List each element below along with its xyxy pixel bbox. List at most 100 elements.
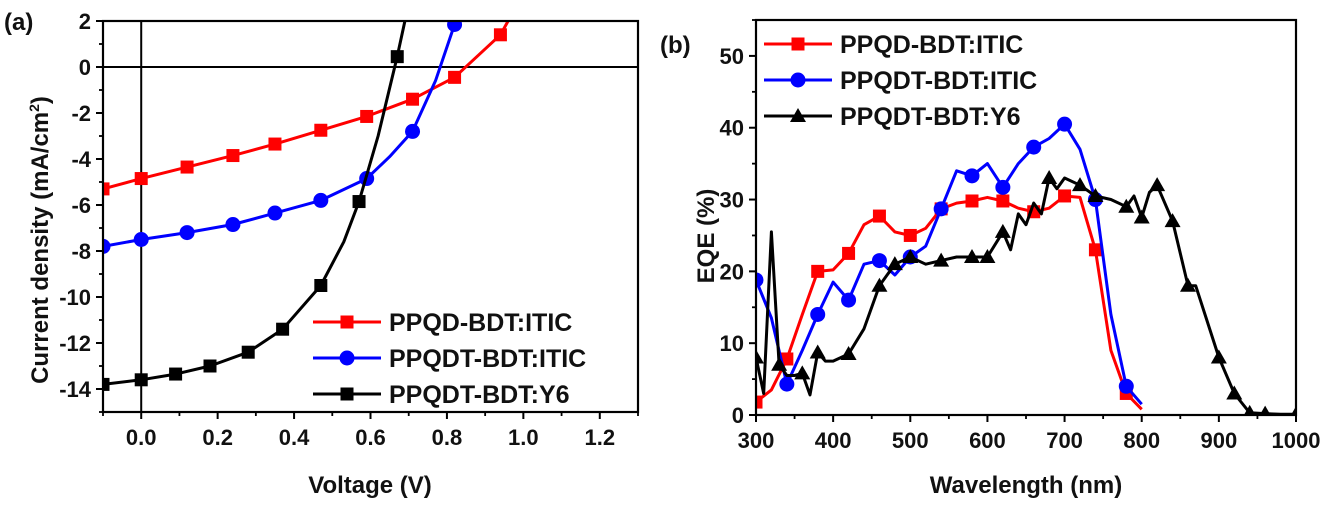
- y-tick-label: -14: [59, 377, 92, 402]
- legend-entry: PPQDT-BDT:ITIC: [764, 67, 1037, 95]
- data-point: [448, 70, 462, 84]
- x-tick-label: 0.8: [432, 425, 463, 450]
- panel-a-xlabel: Voltage (V): [308, 472, 432, 499]
- data-point: [1041, 170, 1058, 184]
- data-point: [406, 92, 420, 106]
- data-point: [1226, 385, 1243, 400]
- x-tick-label: 700: [1046, 428, 1083, 453]
- data-point: [276, 322, 290, 336]
- data-point: [1133, 209, 1150, 224]
- y-tick-label: 2: [79, 9, 91, 34]
- data-point: [225, 217, 241, 233]
- y-tick-label: -4: [71, 147, 91, 172]
- data-point: [314, 279, 328, 292]
- data-point: [1118, 198, 1135, 213]
- y-tick-label: -10: [59, 285, 91, 310]
- series-line: [756, 176, 1296, 415]
- data-point: [1087, 187, 1104, 202]
- panel-a: (a) Current density (mA/cm2) Voltage (V)…: [4, 9, 640, 499]
- data-point: [1026, 139, 1042, 155]
- data-point: [314, 123, 328, 137]
- legend-entry: PPQDT-BDT:Y6: [313, 381, 570, 409]
- plot-frame: [754, 18, 1298, 417]
- ylabel-superscript: 2: [26, 104, 42, 112]
- data-point: [169, 367, 183, 381]
- x-tick-label: 1.2: [584, 425, 615, 450]
- data-point: [180, 160, 194, 174]
- panel-a-ylabel-text: Current density (mA/cm2): [26, 96, 54, 384]
- data-point: [756, 272, 764, 288]
- legend-marker: [790, 108, 806, 122]
- panel-a-ylabel: Current density (mA/cm2): [26, 96, 54, 384]
- data-point: [103, 182, 110, 196]
- x-tick-label: 1.0: [508, 425, 539, 450]
- legend-label: PPQDT-BDT:Y6: [840, 103, 1021, 131]
- data-point: [267, 205, 283, 221]
- data-point: [447, 21, 463, 32]
- data-point: [1291, 406, 1296, 415]
- ylabel-suffix: ): [27, 96, 54, 104]
- legend-marker: [340, 387, 354, 401]
- x-tick-label: 400: [815, 428, 852, 453]
- series-ppqdt-bdt-y6: [756, 170, 1296, 415]
- data-point: [1164, 213, 1181, 228]
- y-tick-label: 50: [720, 44, 744, 69]
- y-tick-label: -6: [71, 193, 91, 218]
- panel-b-ylabel: EQE (%): [693, 189, 720, 284]
- legend-label: PPQDT-BDT:ITIC: [389, 345, 586, 373]
- y-tick-label: 20: [720, 259, 744, 284]
- data-point: [810, 306, 826, 322]
- data-point: [994, 223, 1011, 238]
- legend-entry: PPQD-BDT:ITIC: [764, 31, 1023, 59]
- data-point: [995, 179, 1011, 195]
- legend-label: PPQD-BDT:ITIC: [840, 31, 1023, 59]
- data-point: [964, 249, 980, 263]
- data-point: [226, 149, 240, 163]
- series-ppqdt-bdt-itic: [103, 21, 463, 254]
- data-point: [313, 192, 329, 208]
- data-point: [1118, 378, 1134, 394]
- data-point: [241, 345, 255, 359]
- y-tick-label: 0: [79, 55, 91, 80]
- data-point: [1149, 177, 1166, 192]
- data-point: [405, 123, 421, 139]
- data-point: [103, 238, 111, 254]
- plot-frame: [101, 19, 640, 414]
- data-point: [1259, 405, 1271, 415]
- data-point: [134, 373, 148, 387]
- data-point: [268, 137, 282, 151]
- data-point: [964, 168, 980, 184]
- data-point: [780, 352, 794, 366]
- data-point: [933, 252, 950, 267]
- data-point: [933, 201, 949, 217]
- legend-entry: PPQDT-BDT:ITIC: [313, 345, 586, 373]
- panel-b-label: (b): [660, 32, 691, 59]
- data-point: [390, 50, 404, 64]
- y-tick-label: 10: [720, 331, 744, 356]
- series-ppqdt-bdt-y6: [103, 21, 407, 391]
- data-point: [811, 264, 825, 278]
- panel-a-label: (a): [4, 9, 33, 36]
- legend-marker: [339, 350, 355, 366]
- x-tick-label: 600: [969, 428, 1006, 453]
- x-tick-label: 800: [1123, 428, 1160, 453]
- y-tick-label: 0: [732, 403, 744, 428]
- panel-a-reference-lines: [103, 21, 638, 412]
- legend-entry: PPQDT-BDT:Y6: [764, 103, 1021, 131]
- data-point: [771, 356, 788, 371]
- data-point: [179, 225, 195, 241]
- data-point: [1058, 189, 1072, 203]
- data-point: [965, 194, 979, 208]
- legend-marker: [340, 315, 354, 329]
- data-point: [133, 232, 149, 247]
- panel-a-legend: PPQD-BDT:ITIC PPQDT-BDT:ITIC PPQDT-BDT:Y6: [313, 309, 586, 409]
- panel-b-xlabel: Wavelength (nm): [930, 472, 1122, 499]
- panel-a-axes: 0.0 0.2 0.4 0.6 0.8 1.0 1.2 2 0 -2 -4 -6 -8 -10 -12 -14: [59, 9, 639, 450]
- legend-entry: PPQD-BDT:ITIC: [313, 309, 572, 337]
- data-point: [779, 376, 795, 392]
- y-tick-label: 40: [720, 116, 744, 141]
- x-tick-label: 900: [1200, 428, 1237, 453]
- legend-label: PPQDT-BDT:Y6: [389, 381, 570, 409]
- x-tick-label: 0.4: [279, 425, 310, 450]
